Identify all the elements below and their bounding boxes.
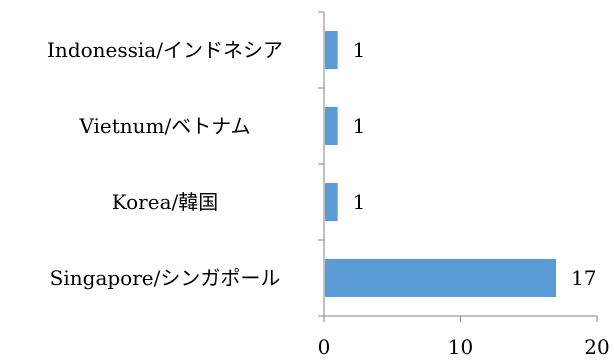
- bar: [325, 259, 557, 297]
- data-label: 17: [571, 266, 596, 290]
- data-label: 1: [353, 190, 366, 214]
- category-label: Korea/韓国: [112, 190, 219, 214]
- data-label: 1: [353, 114, 366, 138]
- x-tick-label: 10: [448, 335, 473, 359]
- category-label: Indonessia/インドネシア: [47, 38, 283, 62]
- bar: [325, 183, 338, 221]
- bar-series: [325, 31, 557, 297]
- category-label: Singapore/シンガポール: [50, 266, 281, 290]
- x-tick-label: 0: [318, 335, 331, 359]
- chart-axes: [318, 11, 598, 322]
- bar: [325, 107, 338, 145]
- category-label: Vietnum/ベトナム: [78, 114, 250, 138]
- bar: [325, 31, 338, 69]
- chart-labels: 0 10 20 17 Singapore/シンガポール 1 Korea/韓国 1 Vietnum…: [47, 38, 610, 359]
- data-label: 1: [353, 38, 366, 62]
- x-tick-label: 20: [584, 335, 609, 359]
